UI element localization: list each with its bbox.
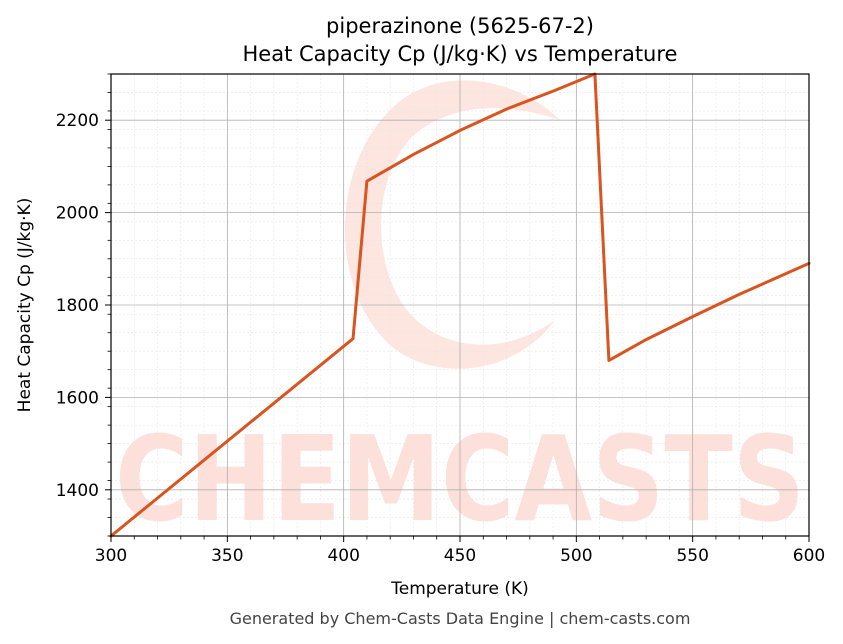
x-tick-label: 450 (444, 546, 476, 566)
y-tick-label: 1800 (56, 296, 99, 316)
watermark-swoosh (345, 80, 560, 369)
x-tick-label: 600 (793, 546, 825, 566)
x-tick-label: 300 (95, 546, 127, 566)
x-tick-label: 400 (327, 546, 359, 566)
x-tick-label: 500 (560, 546, 592, 566)
chart-subtitle: Heat Capacity Cp (J/kg·K) vs Temperature (243, 42, 678, 66)
axis-ticks (105, 73, 810, 542)
x-tick-label: 350 (211, 546, 243, 566)
y-axis-label: Heat Capacity Cp (J/kg·K) (15, 198, 35, 413)
chart-title: piperazinone (5625-67-2) (326, 14, 594, 38)
series-line-cp (109, 72, 811, 538)
y-tick-label: 1600 (56, 388, 99, 408)
x-tick-label: 550 (676, 546, 708, 566)
footer-credit: Generated by Chem-Casts Data Engine | ch… (230, 609, 691, 628)
y-tick-label: 1400 (56, 481, 99, 501)
axis-tick-labels: 300 350 400 450 500 550 600 1400 1600 1800 2000 220… (56, 111, 825, 566)
y-tick-label: 2000 (56, 204, 99, 224)
y-tick-label: 2200 (56, 111, 99, 131)
x-axis-label: Temperature (K) (390, 579, 529, 599)
